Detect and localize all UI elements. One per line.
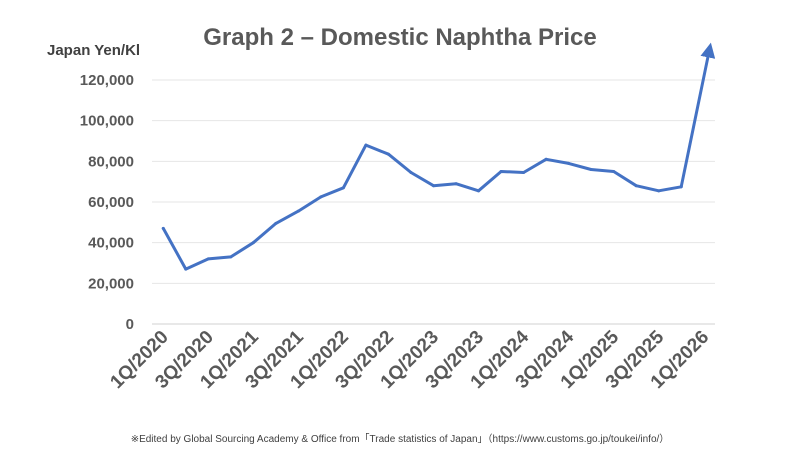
rising-trend-arrow [679, 42, 716, 189]
data-point [341, 186, 345, 190]
series-layer [161, 42, 716, 271]
data-point [161, 226, 165, 230]
gridlines [152, 79, 715, 325]
data-point [274, 221, 278, 225]
series-line [161, 143, 683, 271]
y-tick-label: 0 [126, 316, 134, 333]
data-point [612, 170, 616, 173]
y-tick-label: 40,000 [88, 235, 134, 252]
data-point [544, 157, 548, 161]
y-tick-label: 100,000 [80, 113, 134, 130]
y-tick-label: 60,000 [88, 194, 134, 211]
y-tick-label: 20,000 [88, 275, 134, 292]
data-point [454, 182, 458, 186]
data-point [657, 189, 661, 193]
data-point [386, 152, 390, 156]
data-point [499, 170, 503, 173]
data-point [184, 267, 188, 271]
x-tick-labels: 1Q/20203Q/20201Q/20213Q/20211Q/20223Q/20… [106, 326, 713, 393]
chart-title: Graph 2 – Domestic Naphtha Price [203, 24, 597, 51]
source-footnote: ※Edited by Global Sourcing Academy & Off… [130, 434, 670, 445]
data-point [206, 257, 210, 261]
y-tick-label: 80,000 [88, 153, 134, 170]
data-point [296, 209, 300, 213]
data-point [251, 241, 255, 245]
data-point [364, 143, 368, 147]
data-point [634, 184, 638, 188]
data-point [567, 161, 571, 165]
data-point [522, 171, 526, 175]
data-point [409, 171, 413, 175]
y-axis-label: Japan Yen/Kl [47, 42, 141, 59]
data-point [432, 184, 435, 188]
data-point [589, 167, 593, 171]
data-point [477, 189, 481, 193]
data-point [229, 255, 233, 259]
data-point [319, 195, 323, 199]
y-tick-label: 120,000 [80, 72, 134, 89]
y-tick-labels: 0 20,000 40,000 60,000 80,000 100,000 120,000 [80, 72, 134, 333]
